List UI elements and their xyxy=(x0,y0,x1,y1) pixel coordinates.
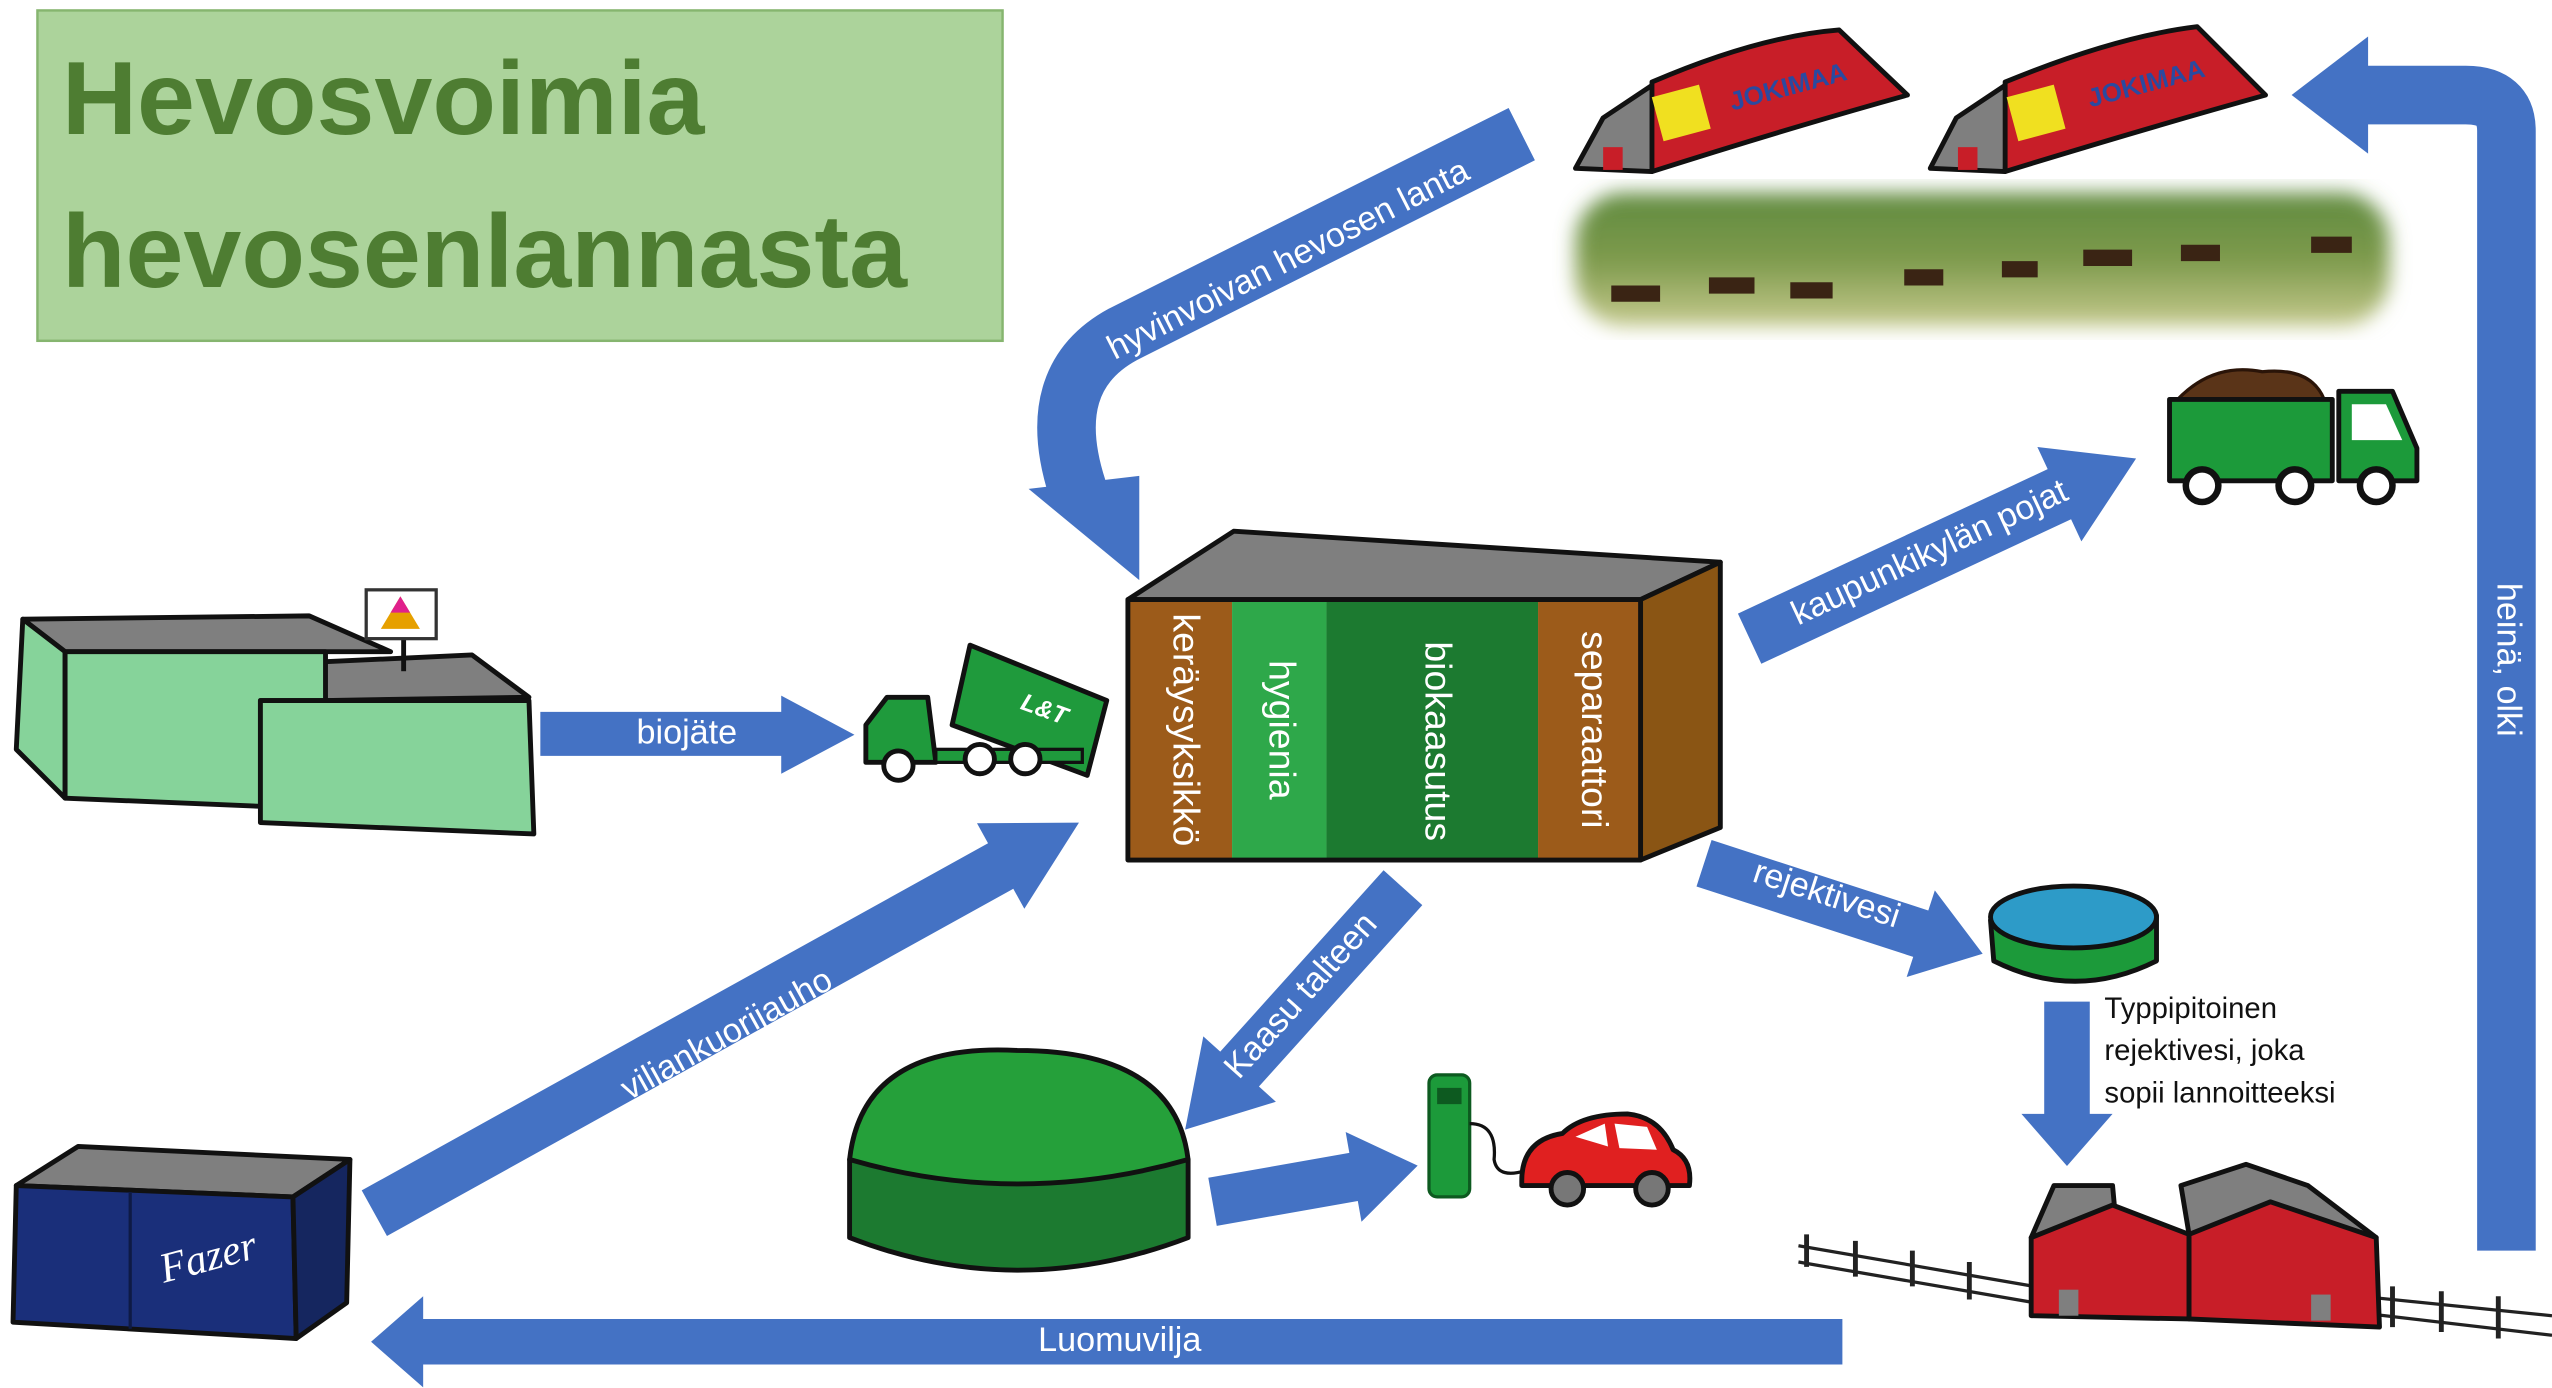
horse-field xyxy=(1575,193,2389,326)
flow-arrow: Luomuvilja xyxy=(371,1296,1842,1387)
flow-label: hyvinvoivan hevosen lanta xyxy=(1101,151,1475,367)
plant-section: keräysyksikkö xyxy=(1165,613,1207,846)
store-building-part xyxy=(16,619,65,798)
flow-label: kaupunkikylän pojat xyxy=(1785,471,2073,632)
flow-label: biojäte xyxy=(636,714,737,752)
title-line: Hevosvoimia xyxy=(62,41,706,157)
gas-dome xyxy=(850,1050,1189,1270)
gas-pump xyxy=(1429,1075,1530,1197)
gas-pump-part xyxy=(1437,1088,1461,1104)
flow-arrow: rejektivesi xyxy=(1690,820,1997,997)
flow-arrow-part xyxy=(2021,1002,2112,1166)
plant: keräysyksikkö hygienia biokaasutus separ… xyxy=(1128,531,1720,860)
plant-section: biokaasutus xyxy=(1418,641,1460,841)
truck-part xyxy=(884,751,913,780)
note-line: Typpipitoinen xyxy=(2104,992,2277,1025)
truck-part xyxy=(1011,744,1040,773)
manure-truck xyxy=(2170,370,2417,502)
flow-arrow xyxy=(1205,1121,1426,1247)
flow-arrow-part xyxy=(1205,1121,1426,1247)
flow-arrow: hyvinvoivan hevosen lanta xyxy=(1029,134,1522,580)
title-line: hevosenlannasta xyxy=(62,194,908,310)
car-part xyxy=(1551,1173,1584,1206)
flow-arrow: Kaasu talteen xyxy=(1149,855,1439,1162)
store-building-part xyxy=(260,701,533,834)
pond-part xyxy=(1990,886,2156,948)
manure-truck-part xyxy=(2360,469,2393,502)
flow-arrow: kaupunkikylän pojat xyxy=(1728,411,2158,686)
flow-label: Kaasu talteen xyxy=(1217,905,1385,1086)
pond xyxy=(1990,886,2156,981)
flow-label: Luomuvilja xyxy=(1038,1321,1201,1359)
diagram: Hevosvoimia hevosenlannasta hyvinvoivan … xyxy=(0,0,2552,1388)
stable: JOKIMAA xyxy=(1930,27,2265,172)
barn-part xyxy=(2311,1295,2331,1321)
plant-part xyxy=(1128,531,1720,599)
store-building-part xyxy=(23,616,391,652)
truck-part xyxy=(965,744,994,773)
body: Hevosvoimia hevosenlannasta hyvinvoivan … xyxy=(0,0,2552,1388)
plant-section: separaattori xyxy=(1574,631,1616,829)
note: Typpipitoinen rejektivesi, joka sopii la… xyxy=(2104,992,2335,1110)
note-line: sopii lannoitteeksi xyxy=(2104,1077,2335,1110)
flow-label: heinä, olki xyxy=(2489,583,2527,737)
car xyxy=(1522,1114,1690,1205)
car-part xyxy=(1636,1173,1669,1206)
truck: L&T xyxy=(866,645,1107,780)
flow-arrow: biojäte xyxy=(540,696,854,774)
note-line: rejektivesi, joka xyxy=(2104,1034,2305,1067)
manure-truck-part xyxy=(2186,469,2219,502)
stable-part xyxy=(1603,147,1623,170)
flow-arrow-part xyxy=(2292,36,2368,153)
barn-part xyxy=(2059,1290,2079,1316)
stable: JOKIMAA xyxy=(1575,30,1907,172)
car-part xyxy=(1522,1114,1690,1186)
store-building xyxy=(16,590,534,834)
flow-arrow-part xyxy=(1029,476,1140,580)
stable-part xyxy=(1958,147,1978,170)
horse-field-part xyxy=(1575,193,2389,326)
manure-truck-part xyxy=(2279,469,2312,502)
barn xyxy=(2031,1164,2379,1327)
plant-part xyxy=(1641,562,1721,860)
plant-section: hygienia xyxy=(1261,660,1303,800)
title-box: Hevosvoimia hevosenlannasta xyxy=(37,10,1002,340)
gas-dome-part xyxy=(850,1050,1189,1184)
flow-arrow xyxy=(2021,1002,2112,1166)
bakery: Fazer xyxy=(13,1146,350,1338)
page: Hevosvoimia hevosenlannasta {"title": {"… xyxy=(0,0,2552,1388)
manure-truck-part xyxy=(2178,370,2324,400)
